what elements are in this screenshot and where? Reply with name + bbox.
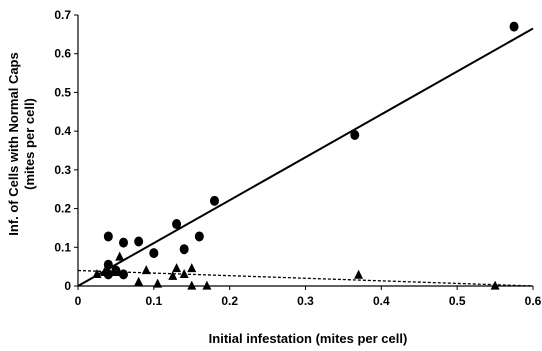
triangle-point xyxy=(202,280,212,290)
x-tick-label: 0.6 xyxy=(525,294,542,308)
triangle-point xyxy=(172,263,182,273)
y-tick-label: 0.3 xyxy=(54,163,71,177)
circle-point xyxy=(119,269,128,280)
fit-line-dashed xyxy=(77,269,534,287)
triangle-point xyxy=(153,278,163,288)
data-points xyxy=(92,21,519,290)
circle-point xyxy=(179,244,189,255)
fit-line-solid xyxy=(77,27,534,287)
triangle-point xyxy=(490,280,500,290)
triangle-point xyxy=(92,268,102,278)
circle-point xyxy=(350,130,360,141)
fit-lines xyxy=(77,27,534,287)
triangle-point xyxy=(179,268,189,278)
triangle-point xyxy=(100,267,110,277)
circle-point xyxy=(103,231,113,242)
y-tick-label: 0.2 xyxy=(54,202,71,216)
circle-point xyxy=(149,248,159,259)
circle-point xyxy=(509,21,519,32)
circle-point xyxy=(172,219,182,230)
y-tick-label: 0.6 xyxy=(54,47,71,61)
x-tick-label: 0.5 xyxy=(449,294,466,308)
circle-point xyxy=(194,231,204,242)
y-axis-title: Inf. of Cells with Normal Caps xyxy=(6,52,21,235)
x-tick-label: 0 xyxy=(75,294,82,308)
triangle-point xyxy=(187,263,197,273)
y-tick-label: 0.5 xyxy=(54,85,71,99)
x-axis-title: Initial infestation (mites per cell) xyxy=(209,331,408,346)
circle-point xyxy=(103,259,113,270)
circle-point xyxy=(210,195,219,206)
y-tick-label: 0 xyxy=(64,279,71,293)
triangle-point xyxy=(111,267,121,277)
circle-point xyxy=(134,236,144,247)
triangle-point xyxy=(187,280,197,290)
triangle-point xyxy=(115,251,125,261)
x-tick-label: 0.1 xyxy=(145,294,162,308)
x-tick-label: 0.4 xyxy=(373,294,390,308)
axes xyxy=(77,15,533,287)
circle-point xyxy=(119,237,128,248)
triangle-point xyxy=(134,276,144,286)
y-tick-label: 0.7 xyxy=(54,8,71,22)
triangle-point xyxy=(168,270,178,280)
x-tick-label: 0.2 xyxy=(221,294,238,308)
x-tick-label: 0.3 xyxy=(297,294,314,308)
y-tick-label: 0.1 xyxy=(54,240,71,254)
ticks: 0 0.1 0.2 0.3 0.4 0.5 0.6 0 0.1 0.2 0.3 0.4 0.5 0.6 0.… xyxy=(54,8,541,308)
y-axis-title-units: (mites per cell) xyxy=(22,98,37,190)
y-tick-label: 0.4 xyxy=(54,124,71,138)
triangle-point xyxy=(354,269,364,279)
triangle-point xyxy=(141,265,151,275)
